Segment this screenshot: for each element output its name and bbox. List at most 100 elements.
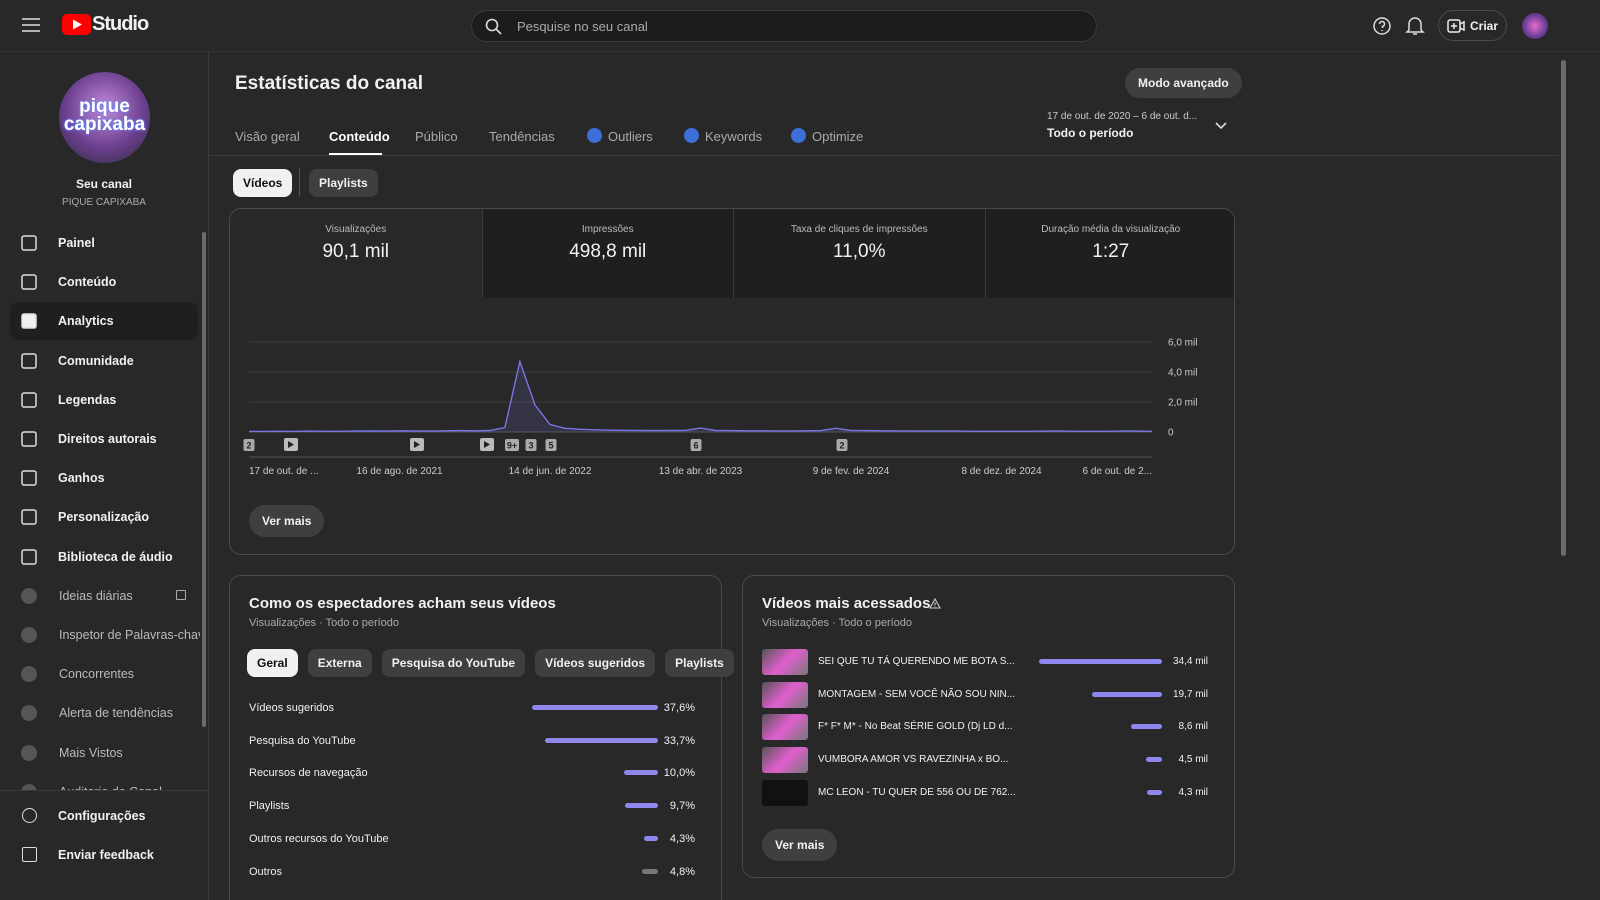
upload-count-label: 2 xyxy=(246,441,251,451)
top-videos-subtitle: Visualizações · Todo o período xyxy=(762,617,913,629)
stat-value: 90,1 mil xyxy=(322,241,390,262)
upload-marker-icon xyxy=(288,441,294,448)
nav-label: Concorrentes xyxy=(59,667,135,682)
traffic-percent: 4,3% xyxy=(669,832,695,845)
nav-icon xyxy=(21,392,37,408)
chart-more-button[interactable]: Ver mais xyxy=(249,505,325,537)
menu-button[interactable] xyxy=(22,17,40,33)
nav-item[interactable]: Ideias diárias xyxy=(10,577,198,615)
nav-item[interactable]: Auditoria de Canal xyxy=(10,773,198,790)
nav-item[interactable]: Configurações xyxy=(10,796,198,834)
upload-count-label: 3 xyxy=(528,441,533,451)
logo-text[interactable]: Studio xyxy=(92,13,149,35)
tab-icon xyxy=(791,128,806,143)
nav-item[interactable]: Concorrentes xyxy=(10,655,198,693)
subtab[interactable]: Playlists xyxy=(309,169,378,197)
subtab[interactable]: Vídeos xyxy=(233,169,293,197)
nav-item[interactable]: Mais Vistos xyxy=(10,734,198,772)
views-bar xyxy=(1131,724,1162,730)
tab[interactable]: Outliers xyxy=(587,128,684,156)
nav-label: Analytics xyxy=(58,314,114,329)
nav-item[interactable]: Enviar feedback xyxy=(10,835,198,873)
nav-icon xyxy=(21,274,37,290)
video-thumbnail[interactable] xyxy=(762,747,808,774)
nav-label: Legendas xyxy=(58,392,117,407)
nav-item[interactable]: Biblioteca de áudio xyxy=(10,538,198,576)
views-chart: 0 2,0 mil 4,0 mil 6,0 mil 17 de out. de ... 1… xyxy=(243,338,1197,477)
stat-tab[interactable]: Taxa de cliques de impressões 11,0% xyxy=(733,209,985,298)
video-title[interactable]: F* F* M* - No Beat SÉRIE GOLD (Dj LD d..… xyxy=(818,721,1013,733)
stat-tab[interactable]: Duração média da visualização 1:27 xyxy=(984,209,1234,298)
nav-item[interactable]: Analytics xyxy=(10,302,198,341)
tab[interactable]: Público xyxy=(415,128,489,156)
notifications-icon[interactable] xyxy=(1405,15,1425,37)
views-bar xyxy=(1145,757,1162,763)
filter-chip[interactable]: Geral xyxy=(247,649,298,677)
tab-label: Keywords xyxy=(705,129,763,144)
top-videos-more-button[interactable]: Ver mais xyxy=(762,829,838,861)
nav-icon xyxy=(21,783,37,790)
video-thumbnail[interactable] xyxy=(762,681,808,708)
video-thumbnail[interactable] xyxy=(762,714,808,741)
logo-icon[interactable] xyxy=(62,14,91,35)
period[interactable]: Todo o período xyxy=(1047,126,1134,140)
search-box[interactable]: Pesquise no seu canal xyxy=(471,10,1097,42)
top-videos-title: Vídeos mais acessados xyxy=(762,595,931,612)
filter-chip[interactable]: Externa xyxy=(307,649,372,677)
traffic-subtitle: Visualizações · Todo o período xyxy=(249,617,400,629)
filter-chip[interactable]: Playlists xyxy=(665,649,734,677)
nav-item[interactable]: Legendas xyxy=(10,381,198,419)
video-title[interactable]: MC LEON - TU QUER DE 556 OU DE 762... xyxy=(818,786,1016,798)
nav-item[interactable]: Inspetor de Palavras-chav xyxy=(10,616,200,654)
stat-value: 1:27 xyxy=(1092,241,1130,262)
upload-count-marker xyxy=(525,439,537,451)
y-tick-label: 2,0 mil xyxy=(1168,398,1197,409)
nav-label: Enviar feedback xyxy=(58,848,154,862)
tab[interactable]: Keywords xyxy=(684,128,791,156)
sidebar-scrollbar xyxy=(202,232,206,727)
tab-label: Visão geral xyxy=(235,129,300,144)
traffic-percent: 10,0% xyxy=(663,767,695,780)
nav-item[interactable]: Conteúdo xyxy=(10,263,198,301)
video-title[interactable]: VUMBORA AMOR VS RAVEZINHA x BO... xyxy=(818,754,1009,766)
stat-tab[interactable]: Impressões 498,8 mil xyxy=(481,209,733,298)
video-thumbnail[interactable] xyxy=(762,779,808,806)
nav-icon xyxy=(22,808,37,823)
stat-label: Taxa de cliques de impressões xyxy=(790,224,928,235)
traffic-percent: 33,7% xyxy=(663,734,695,747)
nav-label: Conteúdo xyxy=(58,275,117,290)
video-title[interactable]: MONTAGEM - SEM VOCÊ NÃO SOU NIN... xyxy=(818,688,1016,700)
account-avatar[interactable] xyxy=(1522,13,1548,39)
period-dropdown[interactable] xyxy=(1214,121,1228,131)
video-thumbnail[interactable] xyxy=(762,649,808,675)
nav-item[interactable]: Painel xyxy=(10,224,198,262)
tab[interactable]: Tendências xyxy=(489,128,587,156)
nav-item[interactable]: Direitos autorais xyxy=(10,420,198,458)
date-range[interactable]: 17 de out. de 2020 – 6 de out. d... xyxy=(1047,111,1198,122)
tab[interactable]: Visão geral xyxy=(235,128,329,156)
nav-icon xyxy=(21,627,37,643)
stat-tab[interactable]: Visualizações 90,1 mil xyxy=(230,209,482,298)
create-button[interactable]: Criar xyxy=(1438,10,1507,41)
nav-list: Painel Conteúdo Analytics Comunidade Legenda… xyxy=(0,222,200,790)
sidebar-footer: Configurações Enviar feedback xyxy=(0,796,200,900)
upload-count-marker xyxy=(243,439,255,451)
tab[interactable]: Optimize xyxy=(791,128,871,156)
help-icon[interactable] xyxy=(1372,16,1392,36)
stat-value: 498,8 mil xyxy=(569,241,647,262)
search-icon xyxy=(485,18,502,35)
channel-avatar[interactable]: pique capixaba xyxy=(59,72,150,163)
filter-chip[interactable]: Pesquisa do YouTube xyxy=(381,649,526,677)
filter-chip[interactable]: Vídeos sugeridos xyxy=(535,649,656,677)
tab-label: Outliers xyxy=(608,129,653,144)
tab[interactable]: Conteúdo xyxy=(329,128,415,156)
nav-item[interactable]: Comunidade xyxy=(10,342,198,380)
nav-item[interactable]: Personalização xyxy=(10,498,198,536)
nav-item[interactable]: Alerta de tendências xyxy=(10,694,198,732)
video-title[interactable]: SEI QUE TU TÁ QUERENDO ME BOTA S... xyxy=(818,656,1015,667)
page-title: Estatísticas do canal xyxy=(235,73,423,94)
nav-icon xyxy=(21,587,37,604)
nav-item[interactable]: Ganhos xyxy=(10,459,198,497)
advanced-mode-button[interactable]: Modo avançado xyxy=(1125,68,1242,98)
